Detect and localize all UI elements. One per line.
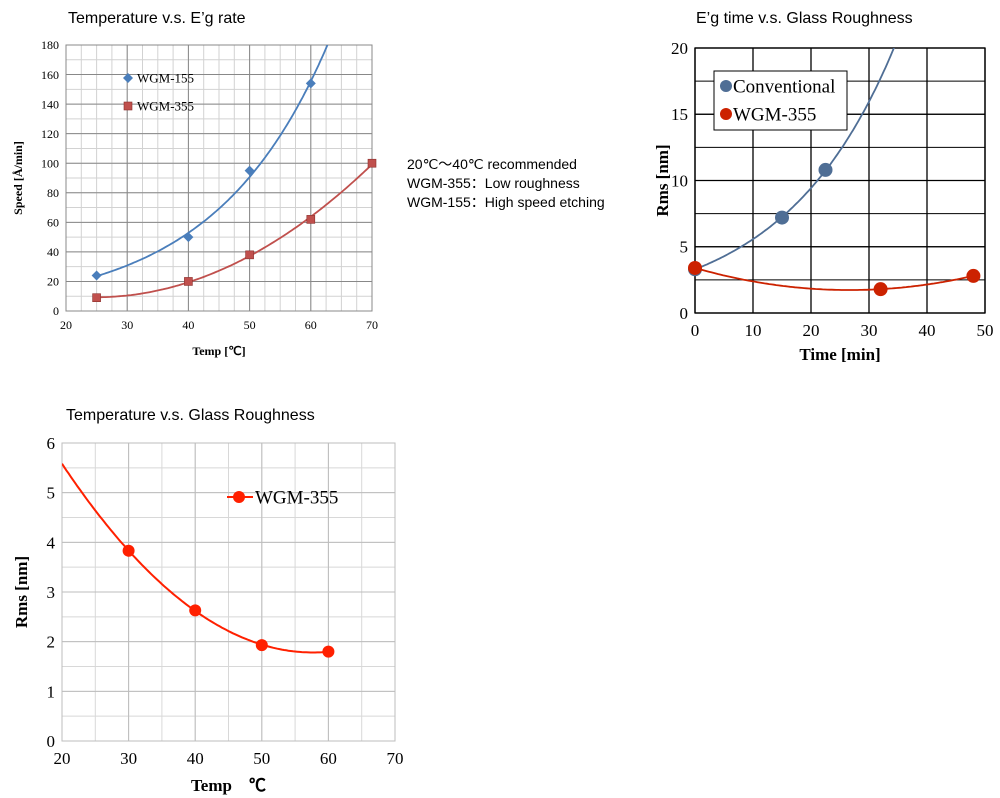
y-axis-label: Rms [nm] (12, 556, 31, 628)
y-axis-label: Rms [nm] (653, 144, 672, 216)
x-axis-label: Temp ℃ (191, 776, 266, 795)
legend-label: WGM-355 (255, 488, 338, 509)
x-tick-label: 30 (121, 318, 133, 332)
data-point-wgm-355 (184, 277, 193, 286)
plot-frame (65, 44, 373, 312)
chart3-title: Temperature v.s. Glass Roughness (66, 407, 315, 424)
data-point-wgm-355 (966, 268, 981, 283)
x-tick-label: 40 (919, 321, 936, 340)
data-point-wgm-355 (189, 604, 202, 617)
data-point-wgm-355 (688, 260, 702, 275)
data-point-wgm-155 (244, 165, 255, 176)
x-tick-label: 40 (187, 749, 204, 768)
y-tick-label: 180 (41, 38, 59, 52)
legend-label: WGM-355 (733, 105, 816, 126)
x-tick-label: 70 (366, 318, 378, 332)
x-tick-label: 40 (182, 318, 194, 332)
y-tick-label: 5 (47, 484, 56, 503)
trend-line-wgm-355 (96, 163, 372, 299)
y-tick-label: 10 (671, 171, 688, 190)
note-line-3: WGM-155：High speed etching (407, 194, 605, 210)
y-tick-label: 3 (47, 583, 56, 602)
recommendation-note: 20℃〜40℃ recommended WGM-355：Low roughnes… (407, 155, 605, 212)
y-tick-label: 6 (47, 434, 56, 453)
note-line-2: WGM-355：Low roughness (407, 175, 580, 191)
data-point-conventional (775, 210, 789, 225)
x-tick-label: 60 (305, 318, 317, 332)
y-tick-label: 20 (671, 39, 688, 58)
legend-marker (123, 73, 133, 83)
data-point-wgm-355 (322, 645, 335, 658)
y-tick-label: 80 (47, 186, 59, 200)
y-tick-label: 160 (41, 68, 59, 82)
legend-box (713, 70, 848, 131)
data-point-wgm-355 (306, 215, 316, 224)
legend-marker (720, 108, 732, 120)
y-axis-label: Speed [Å/min] (11, 141, 25, 215)
chart1-title: Temperature v.s. E’g rate (68, 10, 246, 27)
trend-line-wgm-155 (96, 45, 329, 278)
y-tick-label: 60 (47, 216, 59, 230)
data-point-wgm-155 (305, 78, 316, 89)
y-tick-label: 100 (41, 156, 59, 170)
data-point-wgm-355 (367, 158, 377, 168)
y-tick-label: 15 (671, 105, 688, 124)
y-tick-label: 0 (53, 304, 59, 318)
x-tick-label: 30 (861, 321, 878, 340)
data-point-wgm-155 (91, 270, 102, 281)
plot-frame (61, 442, 396, 742)
y-tick-label: 0 (680, 304, 689, 323)
y-tick-label: 20 (47, 275, 59, 289)
x-tick-label: 20 (803, 321, 820, 340)
trend-line-conventional (695, 48, 895, 271)
x-tick-label: 30 (120, 749, 137, 768)
x-tick-label: 70 (387, 749, 404, 768)
data-point-wgm-355 (255, 639, 268, 652)
x-tick-label: 50 (977, 321, 994, 340)
chart2-title: E’g time v.s. Glass Roughness (696, 10, 913, 27)
x-tick-label: 10 (745, 321, 762, 340)
y-tick-label: 0 (47, 732, 56, 751)
data-point-wgm-155 (183, 232, 194, 243)
trend-line-wgm-355 (695, 267, 974, 291)
legend-label: WGM-355 (137, 99, 194, 114)
plot-frame (694, 47, 986, 314)
x-tick-label: 50 (244, 318, 256, 332)
data-point-wgm-355 (873, 282, 888, 297)
data-point-wgm-355 (245, 250, 254, 260)
data-point-wgm-355 (92, 293, 101, 303)
legend-marker (123, 101, 133, 111)
x-axis-label: Time [min] (799, 345, 880, 364)
data-point-conventional (818, 162, 833, 177)
y-tick-label: 4 (47, 533, 56, 552)
legend-label: WGM-155 (137, 71, 194, 86)
legend-marker (233, 491, 245, 503)
y-tick-label: 120 (41, 127, 59, 141)
y-tick-label: 1 (47, 682, 56, 701)
y-tick-label: 140 (41, 97, 59, 111)
y-tick-label: 2 (47, 633, 56, 652)
x-tick-label: 60 (320, 749, 337, 768)
x-tick-label: 20 (60, 318, 72, 332)
y-tick-label: 5 (680, 238, 689, 257)
note-line-1: 20℃〜40℃ recommended (407, 156, 577, 172)
legend-label: Conventional (733, 77, 835, 98)
legend-marker (720, 80, 732, 92)
data-point-wgm-355 (122, 544, 135, 557)
x-axis-label: Temp [℃] (192, 344, 245, 358)
x-tick-label: 20 (54, 749, 71, 768)
x-tick-label: 50 (253, 749, 270, 768)
y-tick-label: 40 (47, 245, 59, 259)
x-tick-label: 0 (691, 321, 700, 340)
